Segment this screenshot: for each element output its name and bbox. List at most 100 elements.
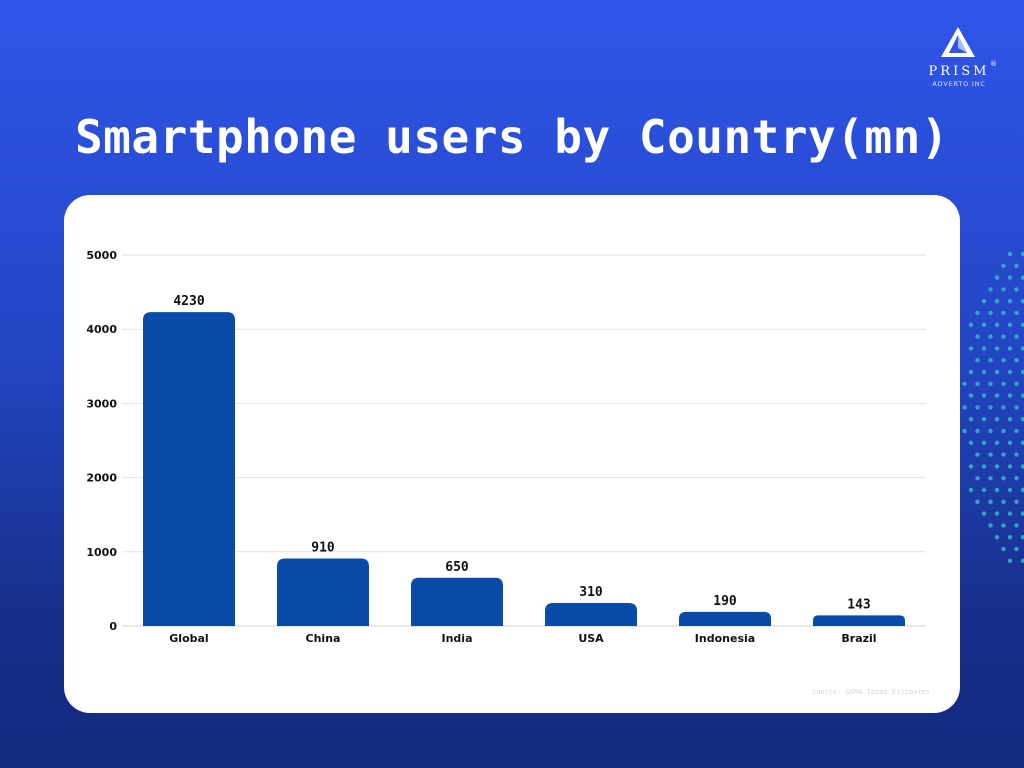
pattern-dot [988, 381, 993, 386]
pattern-dot [1014, 334, 1019, 339]
bar-indonesia [679, 611, 771, 626]
x-tick-label: India [442, 632, 473, 645]
pattern-dot [1007, 558, 1013, 563]
value-label: 143 [847, 597, 870, 612]
pattern-dot [1014, 405, 1019, 410]
pattern-dot [981, 346, 987, 351]
bar-brazil [813, 615, 905, 626]
pattern-dot [988, 287, 993, 292]
gridlines [122, 254, 926, 627]
pattern-dot [981, 322, 987, 327]
pattern-dot [1007, 511, 1013, 516]
pattern-dot [988, 405, 993, 410]
pattern-dot [1007, 299, 1013, 304]
pattern-dot [1001, 287, 1006, 292]
pattern-dot [1014, 381, 1019, 386]
pattern-dot [975, 428, 980, 434]
pattern-dot [968, 322, 974, 327]
pattern-dot [975, 499, 980, 504]
pattern-dot [1020, 346, 1024, 351]
pattern-dot [988, 310, 993, 316]
x-tick-label: Global [169, 632, 208, 645]
pattern-dot [988, 523, 993, 528]
dot-pattern-decoration [962, 251, 1024, 563]
pattern-dot [1014, 358, 1019, 363]
pattern-dot [1014, 546, 1019, 552]
registered-mark: ® [990, 60, 997, 68]
pattern-dot [988, 499, 993, 504]
x-axis-ticks: Global China India USA Indonesia Brazil [169, 632, 876, 645]
pattern-dot [981, 369, 987, 375]
pattern-dot [994, 487, 1000, 493]
pattern-dot [988, 334, 993, 339]
pattern-dot [1020, 369, 1024, 375]
pattern-dot [981, 393, 987, 398]
y-axis-ticks: 0 1000 2000 3000 4000 5000 [86, 249, 117, 633]
pattern-dot [1020, 251, 1024, 257]
pattern-dot [1007, 464, 1013, 469]
pattern-dot [981, 487, 987, 493]
pattern-dot [1007, 275, 1013, 280]
pattern-dot [1007, 393, 1013, 398]
pattern-dot [988, 428, 993, 434]
bar-global [143, 312, 235, 626]
pattern-dot [1001, 263, 1006, 268]
pattern-dot [994, 275, 1000, 280]
pattern-dot [1020, 440, 1024, 445]
pattern-dot [968, 487, 974, 493]
pattern-dot [988, 452, 993, 457]
pattern-dot [1007, 417, 1013, 422]
value-labels: 4230 910 650 310 190 143 [173, 294, 870, 612]
pattern-dot [994, 393, 1000, 398]
pattern-dot [1001, 405, 1006, 410]
pattern-dot [1020, 393, 1024, 398]
pattern-dot [1001, 499, 1006, 504]
value-label: 190 [713, 594, 737, 609]
pattern-dot [1007, 251, 1013, 257]
pattern-dot [1014, 310, 1019, 316]
pattern-dot [975, 334, 980, 339]
pattern-dot [1020, 275, 1024, 280]
pattern-dot [994, 299, 1000, 304]
pattern-dot [994, 535, 1000, 540]
value-label: 4230 [173, 294, 204, 309]
pattern-dot [1014, 263, 1019, 268]
pattern-dot [1001, 334, 1006, 339]
pattern-dot [962, 381, 967, 386]
logo-subtitle: ADVERTO INC [932, 80, 986, 88]
pattern-dot [1001, 546, 1006, 552]
pattern-dot [968, 393, 974, 398]
x-tick-label: Brazil [841, 632, 876, 645]
y-tick-label: 0 [109, 620, 117, 633]
pattern-dot [988, 358, 993, 363]
pattern-dot [968, 440, 974, 445]
pattern-dot [1001, 523, 1006, 528]
pattern-dot [1014, 523, 1019, 528]
prism-logo: PRISM ® ADVERTO INC [918, 26, 1008, 96]
value-label: 910 [311, 540, 335, 555]
bar-india [411, 577, 503, 626]
pattern-dot [975, 358, 980, 363]
pattern-dot [1014, 476, 1019, 481]
pattern-dot [1014, 452, 1019, 457]
bars [143, 312, 905, 626]
pattern-dot [1020, 558, 1024, 563]
pattern-dot [1014, 428, 1019, 434]
y-tick-label: 1000 [86, 546, 117, 559]
value-label: 310 [579, 585, 603, 600]
pattern-dot [994, 511, 1000, 516]
pattern-dot [1020, 417, 1024, 422]
pattern-dot [1001, 358, 1006, 363]
pattern-dot [994, 417, 1000, 422]
pattern-dot [975, 405, 980, 410]
pattern-dot [968, 346, 974, 351]
pattern-dot [1014, 287, 1019, 292]
pattern-dot [1020, 487, 1024, 493]
bar-usa [545, 602, 637, 626]
pattern-dot [994, 369, 1000, 375]
logo-name: PRISM [928, 64, 990, 79]
pattern-dot [975, 381, 980, 386]
pattern-dot [1001, 452, 1006, 457]
pattern-dot [988, 476, 993, 481]
pattern-dot [968, 464, 974, 469]
